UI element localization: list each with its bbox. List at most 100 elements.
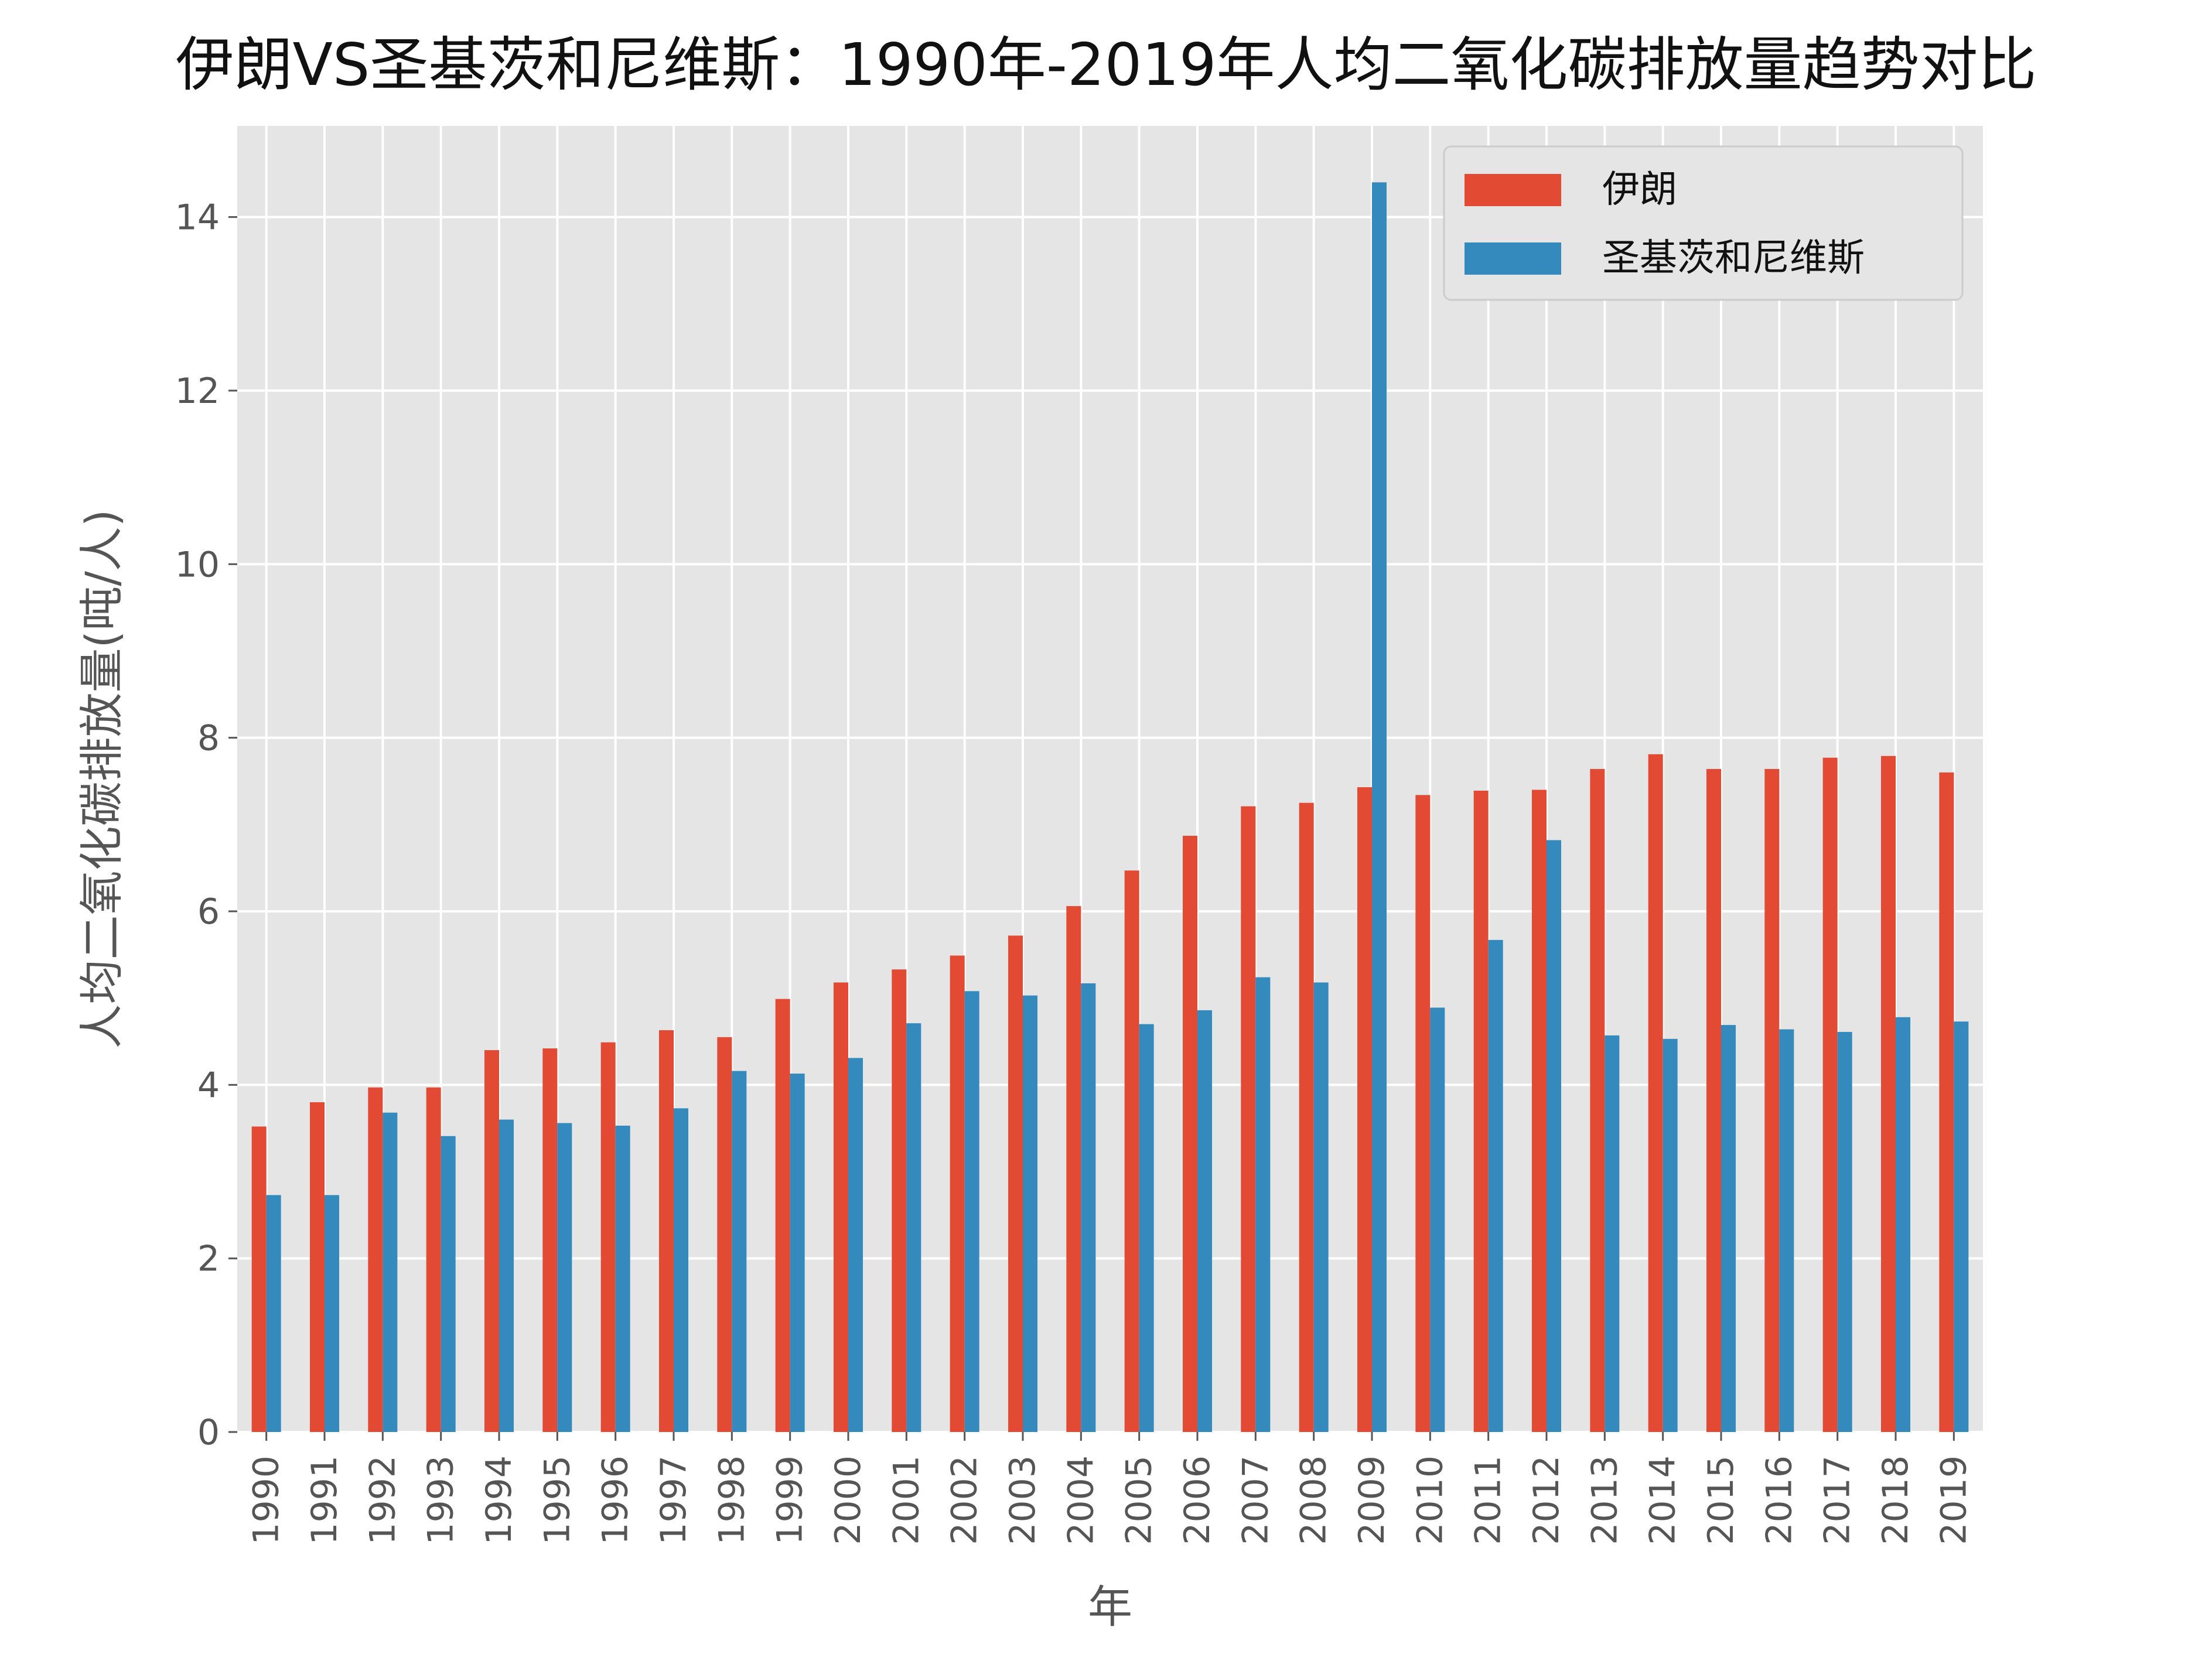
y-tick-label: 14 bbox=[175, 197, 220, 238]
bar-iran bbox=[1066, 906, 1081, 1432]
x-tick-label: 2006 bbox=[1177, 1455, 1218, 1545]
bar-saint-kitts-and-nevis bbox=[674, 1108, 688, 1432]
x-tick-label: 2016 bbox=[1759, 1455, 1800, 1545]
bar-saint-kitts-and-nevis bbox=[1547, 840, 1561, 1432]
bar-iran bbox=[1415, 795, 1431, 1432]
legend: 伊朗 圣基茨和尼维斯 bbox=[1443, 145, 1964, 301]
bar-saint-kitts-and-nevis bbox=[1139, 1024, 1154, 1432]
x-tick-label: 2008 bbox=[1293, 1455, 1334, 1545]
bar-saint-kitts-and-nevis bbox=[1197, 1010, 1212, 1432]
legend-swatch-iran bbox=[1465, 174, 1561, 206]
x-tick-label: 2007 bbox=[1235, 1455, 1276, 1545]
bar-saint-kitts-and-nevis bbox=[1954, 1021, 1969, 1432]
bar-iran bbox=[542, 1048, 558, 1432]
bar-saint-kitts-and-nevis bbox=[499, 1119, 514, 1432]
bar-iran bbox=[368, 1087, 383, 1432]
bar-iran bbox=[1183, 836, 1197, 1432]
x-tick-label: 2013 bbox=[1584, 1455, 1625, 1545]
x-tick-label: 2019 bbox=[1933, 1455, 1974, 1545]
x-tick-label: 1993 bbox=[421, 1455, 462, 1545]
bar-iran bbox=[1590, 768, 1605, 1432]
bar-saint-kitts-and-nevis bbox=[790, 1074, 805, 1432]
bar-saint-kitts-and-nevis bbox=[1896, 1017, 1910, 1432]
bar-saint-kitts-and-nevis bbox=[1023, 995, 1037, 1432]
y-tick-label: 8 bbox=[197, 718, 220, 759]
x-tick-label: 1995 bbox=[537, 1455, 578, 1545]
y-axis-ticks: 0 2 4 6 8 10 12 14 bbox=[175, 197, 237, 1453]
x-tick-label: 2001 bbox=[886, 1455, 927, 1545]
bar-iran bbox=[484, 1050, 499, 1432]
bar-saint-kitts-and-nevis bbox=[325, 1195, 339, 1432]
bar-iran bbox=[1532, 790, 1547, 1432]
bar-iran bbox=[1241, 806, 1256, 1432]
x-tick-label: 2004 bbox=[1060, 1455, 1101, 1545]
bar-iran bbox=[1939, 772, 1954, 1432]
x-tick-label: 2014 bbox=[1643, 1455, 1684, 1545]
bar-iran bbox=[775, 999, 790, 1432]
x-tick-label: 2011 bbox=[1468, 1455, 1509, 1545]
bar-iran bbox=[1357, 787, 1372, 1432]
bar-iran bbox=[310, 1102, 325, 1432]
x-tick-label: 2015 bbox=[1701, 1455, 1742, 1545]
x-tick-label: 2009 bbox=[1351, 1455, 1392, 1545]
bar-iran bbox=[1706, 768, 1721, 1432]
x-tick-label: 1999 bbox=[770, 1455, 811, 1545]
bar-iran bbox=[1764, 768, 1780, 1432]
x-axis-label: 年 bbox=[1088, 1581, 1132, 1633]
bar-iran bbox=[1881, 756, 1896, 1432]
x-tick-label: 2002 bbox=[944, 1455, 985, 1545]
legend-label-iran: 伊朗 bbox=[1602, 168, 1677, 211]
x-tick-label: 2003 bbox=[1002, 1455, 1043, 1545]
bar-iran bbox=[1822, 757, 1838, 1432]
bar-saint-kitts-and-nevis bbox=[1372, 182, 1387, 1433]
bar-iran bbox=[426, 1087, 441, 1432]
bar-iran bbox=[717, 1037, 732, 1432]
bar-saint-kitts-and-nevis bbox=[1081, 983, 1096, 1432]
bar-iran bbox=[1124, 870, 1139, 1432]
bar-saint-kitts-and-nevis bbox=[964, 991, 979, 1432]
bar-iran bbox=[600, 1042, 616, 1432]
y-tick-label: 0 bbox=[197, 1412, 220, 1453]
bar-saint-kitts-and-nevis bbox=[266, 1195, 281, 1432]
x-tick-label: 2018 bbox=[1875, 1455, 1916, 1545]
x-tick-label: 2017 bbox=[1817, 1455, 1858, 1545]
bar-saint-kitts-and-nevis bbox=[1721, 1025, 1736, 1432]
bar-saint-kitts-and-nevis bbox=[906, 1023, 921, 1432]
bar-saint-kitts-and-nevis bbox=[1779, 1029, 1794, 1432]
bar-saint-kitts-and-nevis bbox=[1255, 977, 1271, 1432]
bar-saint-kitts-and-nevis bbox=[1313, 982, 1329, 1432]
y-tick-label: 10 bbox=[175, 544, 220, 585]
x-tick-label: 1992 bbox=[362, 1455, 403, 1545]
bar-iran bbox=[1473, 791, 1489, 1432]
legend-box bbox=[1443, 145, 1964, 301]
bar-saint-kitts-and-nevis bbox=[1663, 1038, 1678, 1432]
bar-saint-kitts-and-nevis bbox=[732, 1071, 747, 1432]
legend-label-saint-kitts-and-nevis: 圣基茨和尼维斯 bbox=[1602, 237, 1865, 280]
bar-saint-kitts-and-nevis bbox=[441, 1136, 456, 1432]
x-axis-ticks: 1990 1991 1992 1993 1994 1995 1996 1997 1998 1999… bbox=[246, 1432, 1974, 1545]
y-axis-label: 人均二氧化碳排放量(吨/人) bbox=[76, 510, 128, 1049]
bars bbox=[251, 182, 1969, 1433]
bar-iran bbox=[1648, 754, 1663, 1432]
bar-saint-kitts-and-nevis bbox=[1488, 939, 1503, 1432]
legend-swatch-saint-kitts-and-nevis bbox=[1465, 242, 1561, 275]
x-tick-label: 2000 bbox=[828, 1455, 869, 1545]
x-tick-label: 1997 bbox=[653, 1455, 694, 1545]
x-tick-label: 2010 bbox=[1409, 1455, 1450, 1545]
x-tick-label: 1991 bbox=[304, 1455, 345, 1545]
x-tick-label: 1998 bbox=[711, 1455, 752, 1545]
bar-iran bbox=[1299, 802, 1314, 1432]
bar-saint-kitts-and-nevis bbox=[557, 1123, 572, 1432]
plot-area bbox=[237, 126, 1983, 1432]
y-tick-label: 2 bbox=[197, 1239, 220, 1280]
y-tick-label: 6 bbox=[197, 891, 220, 932]
bar-iran bbox=[950, 955, 965, 1432]
bar-iran bbox=[251, 1126, 267, 1432]
bar-saint-kitts-and-nevis bbox=[615, 1125, 630, 1432]
y-tick-label: 4 bbox=[197, 1065, 220, 1106]
y-tick-label: 12 bbox=[175, 371, 220, 412]
bar-iran bbox=[892, 969, 907, 1432]
x-tick-label: 1994 bbox=[479, 1455, 520, 1545]
bar-saint-kitts-and-nevis bbox=[1430, 1007, 1445, 1432]
